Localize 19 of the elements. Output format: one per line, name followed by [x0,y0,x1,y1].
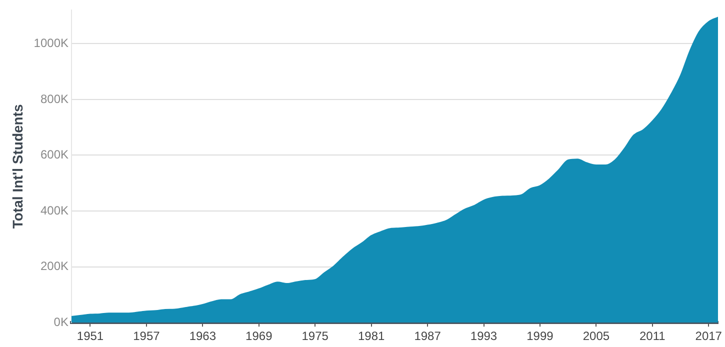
x-tick-label: 2011 [640,329,666,344]
y-tick-label: 200K [40,259,68,274]
x-tick-label: 1951 [76,329,104,344]
x-tick-label: 1975 [302,329,329,344]
x-tick-label: 1993 [470,329,498,344]
x-tick-label: 2005 [582,329,610,344]
x-tick-label: 2017 [695,329,722,344]
y-tick-label: 400K [40,203,68,218]
x-tick-label: 1999 [526,329,554,344]
x-tick-label: 1969 [246,329,273,344]
x-tick-label: 1957 [133,329,160,344]
y-tick-label: 800K [40,92,68,106]
x-tick-label: 1981 [358,329,385,344]
y-tick-label: 1000K [34,36,68,50]
y-axis-title: Total Int'l Students [9,104,26,229]
y-tick-label: 0K [54,314,68,329]
y-tick-label: 600K [40,148,68,162]
x-tick-label: 1987 [414,329,442,344]
x-tick-label: 1963 [189,329,216,344]
